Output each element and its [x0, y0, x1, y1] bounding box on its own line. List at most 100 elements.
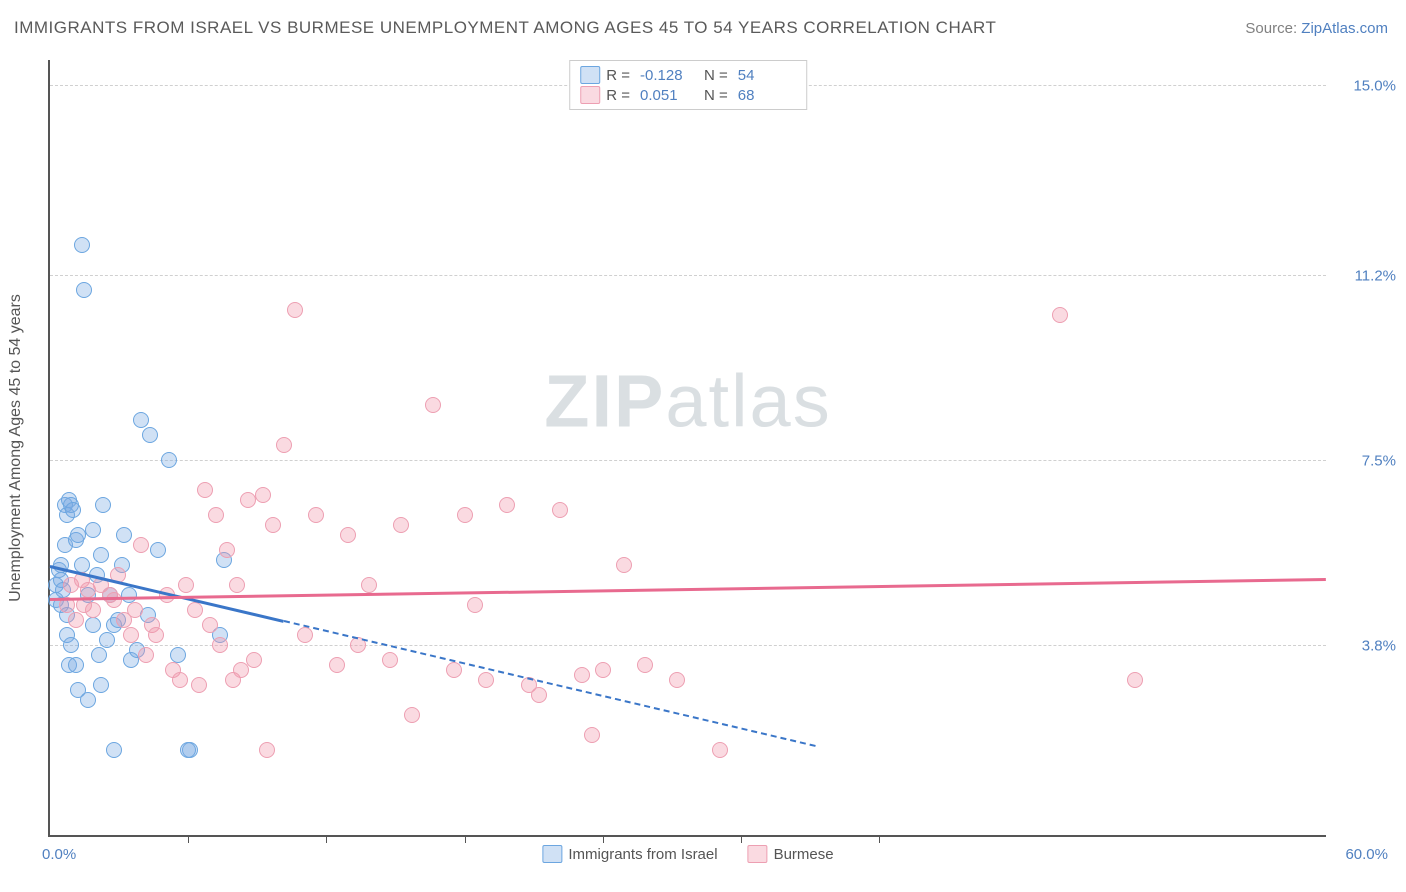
- data-point: [478, 672, 494, 688]
- data-point: [574, 667, 590, 683]
- data-point: [170, 647, 186, 663]
- data-point: [191, 677, 207, 693]
- data-point: [669, 672, 685, 688]
- r-label: R =: [606, 87, 630, 104]
- data-point: [197, 482, 213, 498]
- data-point: [80, 692, 96, 708]
- x-tick: [741, 835, 742, 843]
- correlation-legend: R = -0.128 N = 54 R = 0.051 N = 68: [569, 60, 807, 110]
- r-label: R =: [606, 67, 630, 84]
- data-point: [106, 742, 122, 758]
- data-point: [425, 397, 441, 413]
- data-point: [76, 282, 92, 298]
- data-point: [68, 612, 84, 628]
- data-point: [70, 527, 86, 543]
- data-point: [148, 627, 164, 643]
- data-point: [712, 742, 728, 758]
- data-point: [150, 542, 166, 558]
- source-label: Source:: [1245, 20, 1301, 37]
- data-point: [127, 602, 143, 618]
- gridline: 3.8%: [50, 645, 1326, 646]
- source-attribution: Source: ZipAtlas.com: [1245, 20, 1388, 37]
- data-point: [116, 527, 132, 543]
- n-value: 68: [738, 87, 796, 104]
- swatch-icon: [748, 845, 768, 863]
- data-point: [457, 507, 473, 523]
- data-point: [308, 507, 324, 523]
- data-point: [178, 577, 194, 593]
- data-point: [595, 662, 611, 678]
- data-point: [255, 487, 271, 503]
- swatch-icon: [580, 86, 600, 104]
- legend-row-series2: R = 0.051 N = 68: [580, 85, 796, 105]
- series-label: Burmese: [774, 846, 834, 863]
- data-point: [121, 587, 137, 603]
- n-value: 54: [738, 67, 796, 84]
- source-link[interactable]: ZipAtlas.com: [1301, 20, 1388, 37]
- data-point: [85, 602, 101, 618]
- data-point: [74, 237, 90, 253]
- legend-item-series1: Immigrants from Israel: [542, 845, 717, 863]
- data-point: [133, 537, 149, 553]
- chart-title: IMMIGRANTS FROM ISRAEL VS BURMESE UNEMPL…: [14, 18, 996, 38]
- r-value: -0.128: [640, 67, 698, 84]
- data-point: [616, 557, 632, 573]
- data-point: [123, 627, 139, 643]
- data-point: [531, 687, 547, 703]
- trend-line-extrapolated: [284, 620, 816, 747]
- data-point: [95, 497, 111, 513]
- data-point: [172, 672, 188, 688]
- data-point: [1052, 307, 1068, 323]
- data-point: [240, 492, 256, 508]
- data-point: [208, 507, 224, 523]
- data-point: [99, 632, 115, 648]
- y-tick-label: 3.8%: [1362, 638, 1396, 655]
- data-point: [180, 742, 196, 758]
- gridline: 7.5%: [50, 460, 1326, 461]
- x-axis-max: 60.0%: [1345, 846, 1388, 863]
- data-point: [637, 657, 653, 673]
- data-point: [404, 707, 420, 723]
- series-label: Immigrants from Israel: [568, 846, 717, 863]
- n-label: N =: [704, 67, 728, 84]
- data-point: [187, 602, 203, 618]
- data-point: [1127, 672, 1143, 688]
- data-point: [552, 502, 568, 518]
- data-point: [93, 547, 109, 563]
- data-point: [138, 647, 154, 663]
- data-point: [91, 647, 107, 663]
- plot-area: Unemployment Among Ages 45 to 54 years Z…: [48, 60, 1326, 837]
- data-point: [340, 527, 356, 543]
- swatch-icon: [580, 66, 600, 84]
- data-point: [142, 427, 158, 443]
- r-value: 0.051: [640, 87, 698, 104]
- data-point: [161, 452, 177, 468]
- data-point: [65, 502, 81, 518]
- swatch-icon: [542, 845, 562, 863]
- data-point: [382, 652, 398, 668]
- data-point: [229, 577, 245, 593]
- data-point: [265, 517, 281, 533]
- data-point: [93, 677, 109, 693]
- data-point: [106, 592, 122, 608]
- data-point: [212, 637, 228, 653]
- watermark: ZIPatlas: [544, 359, 831, 444]
- x-tick: [326, 835, 327, 843]
- gridline: 11.2%: [50, 275, 1326, 276]
- data-point: [467, 597, 483, 613]
- series-legend: Immigrants from Israel Burmese: [542, 845, 833, 863]
- data-point: [85, 617, 101, 633]
- data-point: [393, 517, 409, 533]
- x-axis-min: 0.0%: [42, 846, 76, 863]
- y-tick-label: 11.2%: [1355, 268, 1396, 285]
- data-point: [259, 742, 275, 758]
- n-label: N =: [704, 87, 728, 104]
- y-tick-label: 15.0%: [1353, 78, 1396, 95]
- x-tick: [603, 835, 604, 843]
- data-point: [85, 522, 101, 538]
- data-point: [329, 657, 345, 673]
- x-tick: [188, 835, 189, 843]
- data-point: [499, 497, 515, 513]
- data-point: [446, 662, 462, 678]
- x-tick: [879, 835, 880, 843]
